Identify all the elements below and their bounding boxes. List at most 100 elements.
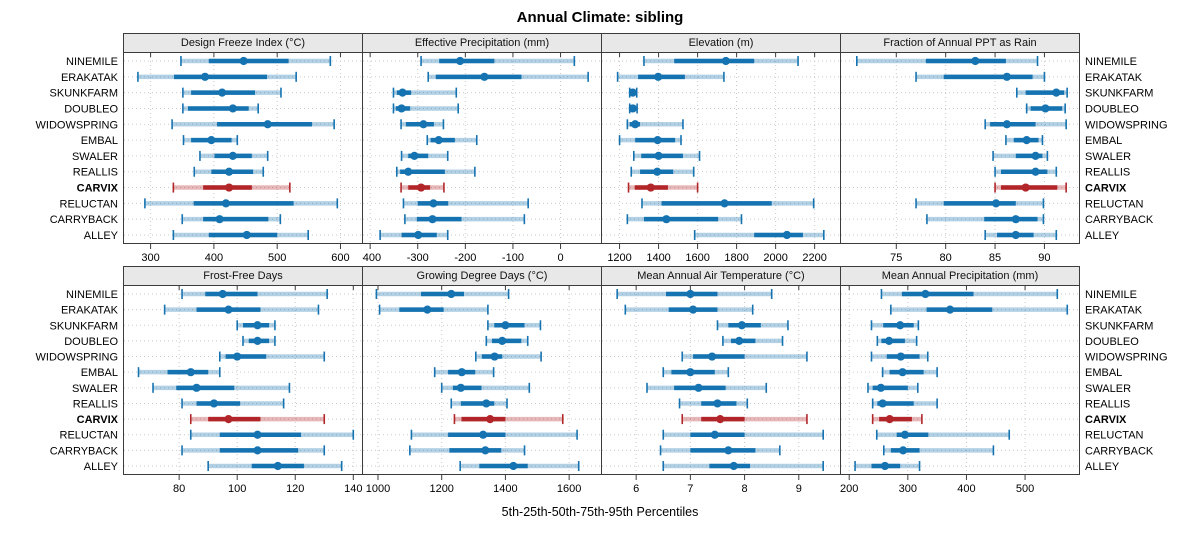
- panel-header: Mean Annual Air Temperature (°C): [601, 266, 841, 286]
- panel-header: Elevation (m): [601, 33, 841, 53]
- range-alley: [172, 230, 309, 240]
- range-reluctan: [662, 429, 824, 440]
- range-embal: [137, 367, 221, 378]
- range-skunkfarm: [236, 320, 276, 331]
- site-label-skunkfarm: SKUNKFARM: [1085, 88, 1153, 100]
- site-label-ninemile: NINEMILE: [1085, 56, 1137, 68]
- chart-title: Annual Climate: sibling: [516, 9, 684, 26]
- range-reallis: [450, 398, 508, 409]
- range-reallis: [193, 166, 265, 177]
- range-ninemile: [180, 56, 332, 66]
- range-reallis: [994, 166, 1058, 177]
- x-tick-label: 400: [205, 252, 223, 264]
- panel-mean-annual-precipitation-mm: Mean Annual Precipitation (mm) 200 300 400 5…: [840, 266, 1080, 497]
- x-tick-label: 120: [286, 483, 304, 495]
- x-axis: 80 100 120 140: [173, 475, 362, 495]
- x-tick-label: 1200: [607, 252, 631, 264]
- range-erakatak: [624, 304, 754, 315]
- panel-plot: [840, 286, 1080, 475]
- site-labels-left: NINEMILE ERAKATAK SKUNKFARM DOUBLEO WIDOWSPR…: [36, 289, 119, 473]
- range-swaler: [867, 382, 919, 393]
- x-tick-label: 80: [940, 252, 952, 264]
- range-carryback: [409, 445, 526, 456]
- panel-header: Frost-Free Days: [123, 266, 363, 286]
- range-swaler: [632, 150, 701, 161]
- x-tick-label: 1600: [557, 483, 581, 495]
- range-carvix: [627, 182, 699, 193]
- range-reallis: [395, 166, 476, 177]
- site-label-ninemile: NINEMILE: [66, 56, 118, 68]
- range-erakatak: [890, 304, 1069, 315]
- panel-elevation-m: Elevation (m) 1200 1400 1600 1800 2000 2200: [601, 33, 841, 266]
- x-tick-label: -300: [407, 252, 429, 264]
- site-label-widowspring: WIDOWSPRING: [1085, 352, 1168, 364]
- x-axis: 6 7 8 9: [633, 475, 802, 495]
- range-carvix: [189, 414, 326, 425]
- range-ninemile: [181, 289, 328, 299]
- site-label-carryback: CARRYBACK: [1085, 445, 1154, 457]
- panel-fraction-of-annual-ppt-as-rain: Fraction of Annual PPT as Rain 75 80 85 90: [840, 33, 1080, 266]
- site-label-carryback: CARRYBACK: [50, 445, 119, 457]
- x-tick-label: 1600: [685, 252, 709, 264]
- site-label-doubleo: DOUBLEO: [1085, 103, 1139, 115]
- site-label-erakatak: ERAKATAK: [1085, 72, 1143, 84]
- panel-plot: [601, 53, 841, 244]
- range-carvix: [871, 414, 923, 425]
- panel-plot: [840, 53, 1080, 244]
- range-reluctan: [144, 198, 339, 209]
- range-skunkfarm: [182, 87, 282, 98]
- site-label-skunkfarm: SKUNKFARM: [50, 320, 118, 332]
- site-label-swaler: SWALER: [72, 383, 118, 395]
- range-alley: [207, 461, 343, 471]
- range-carryback: [181, 445, 326, 456]
- panel-header: Growing Degree Days (°C): [362, 266, 602, 286]
- range-embal: [1005, 135, 1044, 146]
- x-tick-label: -200: [454, 252, 476, 264]
- site-label-reluctan: RELUCTAN: [60, 198, 119, 210]
- site-label-ninemile: NINEMILE: [66, 289, 118, 301]
- x-tick-label: 300: [141, 252, 159, 264]
- x-tick-label: 0: [557, 252, 563, 264]
- range-carvix: [400, 182, 445, 193]
- panel-header: Fraction of Annual PPT as Rain: [840, 33, 1080, 53]
- site-label-reallis: REALLIS: [73, 167, 118, 179]
- range-skunkfarm: [1015, 87, 1068, 98]
- site-labels-left: NINEMILE ERAKATAK SKUNKFARM DOUBLEO WIDOWSPR…: [36, 56, 119, 242]
- panel-mean-annual-air-temperature-c: Mean Annual Air Temperature (°C) 6 7 8 9: [601, 266, 841, 497]
- range-carryback: [926, 214, 1045, 225]
- site-label-carvix: CARVIX: [1085, 183, 1127, 195]
- range-doubleo: [1025, 103, 1066, 114]
- range-ninemile: [375, 289, 510, 299]
- site-label-embal: EMBAL: [81, 135, 118, 147]
- site-label-skunkfarm: SKUNKFARM: [50, 88, 118, 100]
- range-widowspring: [218, 351, 326, 362]
- site-label-alley: ALLEY: [84, 230, 119, 242]
- range-widowspring: [870, 351, 929, 362]
- site-label-carvix: CARVIX: [77, 414, 119, 426]
- x-tick-label: 2000: [763, 252, 787, 264]
- x-tick-label: 600: [331, 252, 349, 264]
- range-swaler: [992, 150, 1049, 161]
- range-ninemile: [643, 56, 799, 66]
- x-tick-label: 1400: [493, 483, 517, 495]
- axis-caption: 5th-25th-50th-75th-95th Percentiles: [501, 505, 699, 519]
- panel-frost-free-days: Frost-Free Days 80 100 120 140: [123, 266, 363, 497]
- site-label-carvix: CARVIX: [1085, 414, 1127, 426]
- panel-plot: [123, 53, 363, 244]
- site-label-reluctan: RELUCTAN: [1085, 198, 1144, 210]
- x-tick-label: 80: [173, 483, 185, 495]
- x-tick-label: -100: [502, 252, 524, 264]
- panel-header: Design Freeze Index (°C): [123, 33, 363, 53]
- panel-plot: [362, 286, 602, 475]
- range-skunkfarm: [628, 87, 638, 98]
- panel-plot: [123, 286, 363, 475]
- panel-growing-degree-days-c: Growing Degree Days (°C) 1000 1200 1400 1600: [362, 266, 602, 497]
- site-label-reluctan: RELUCTAN: [60, 430, 119, 442]
- site-label-swaler: SWALER: [1085, 151, 1131, 163]
- range-reluctan: [875, 429, 1011, 440]
- panel-effective-precipitation-mm: Effective Precipitation (mm) -400 -300 -200…: [362, 33, 602, 266]
- site-label-reluctan: RELUCTAN: [1085, 430, 1144, 442]
- panel-design-freeze-index-c: Design Freeze Index (°C) 300 400 500 600: [123, 33, 363, 266]
- range-swaler: [646, 382, 768, 393]
